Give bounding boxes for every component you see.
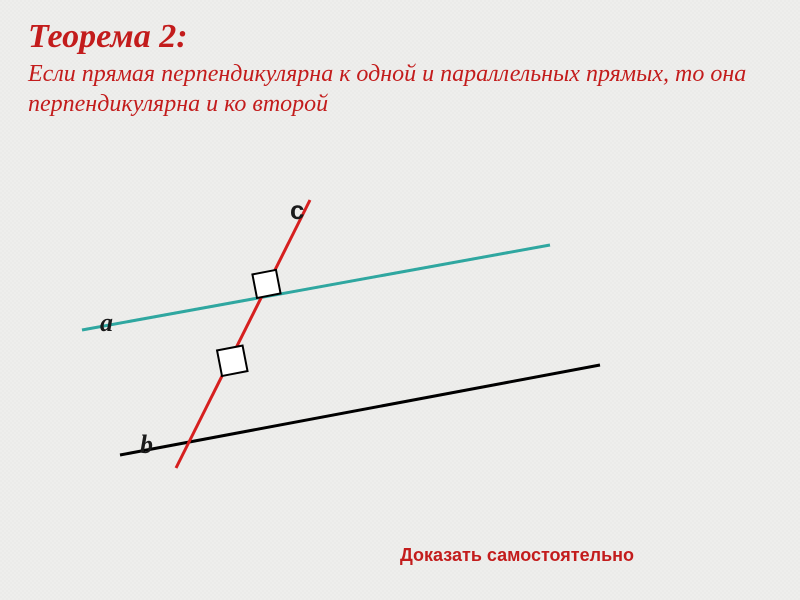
theorem-title: Теорема 2: [28, 18, 772, 55]
label-b: b [140, 430, 153, 460]
label-a: a [100, 308, 113, 338]
theorem-statement: Если прямая перпендикулярна к одной и па… [28, 59, 748, 119]
footer-note: Доказать самостоятельно [400, 545, 634, 566]
text-block: Теорема 2: Если прямая перпендикулярна к… [0, 0, 800, 119]
label-c: c [290, 195, 304, 226]
